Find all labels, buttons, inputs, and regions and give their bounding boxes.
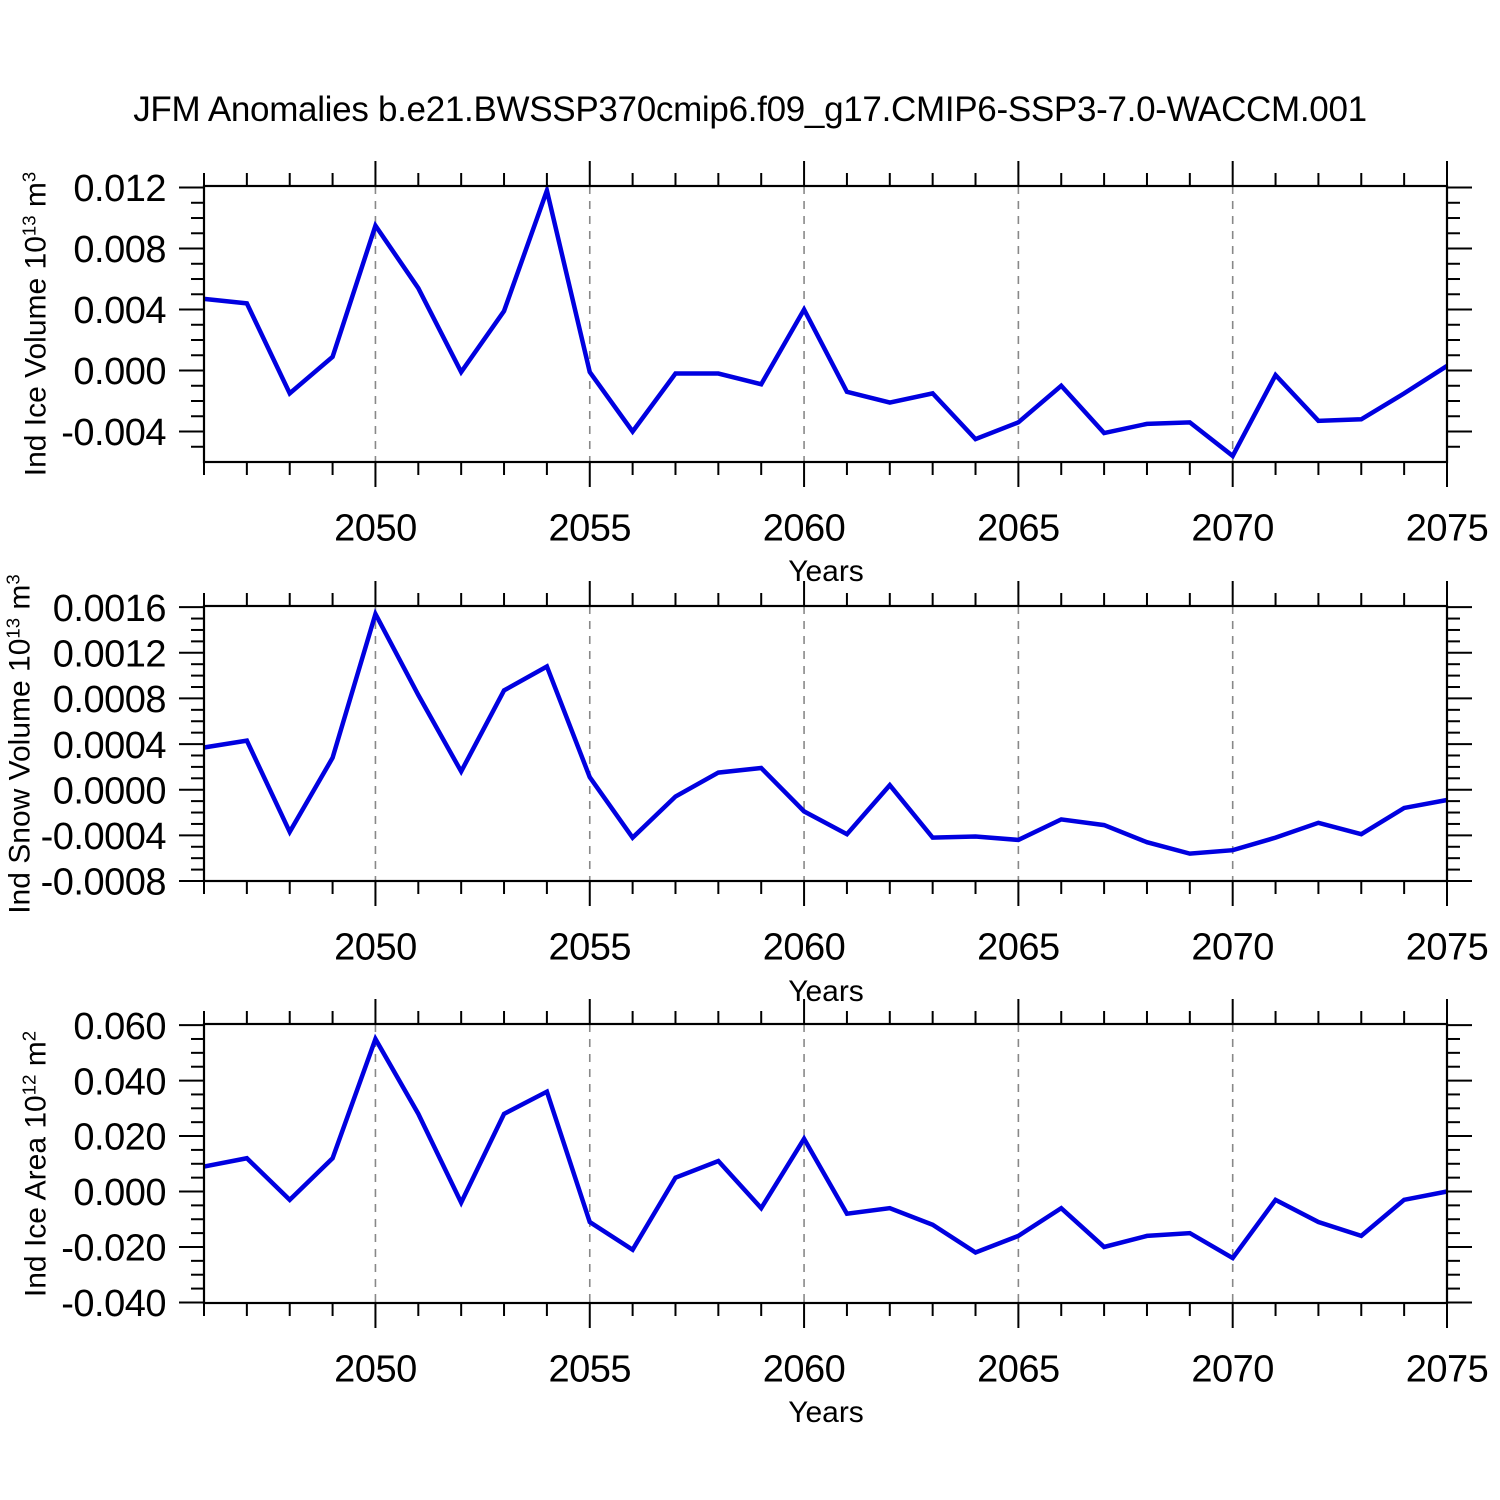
x-tick-label-2050: 2050 [334, 1349, 417, 1391]
x-tick-label-2050: 2050 [334, 927, 417, 969]
y-tick-label: 0.0008 [53, 679, 166, 721]
panel-ind-ice-area: 2050 2055 2060 2065 2070 2075 0.060 0.040 0.020 0… [61, 999, 1489, 1391]
page-title: JFM Anomalies b.e21.BWSSP370cmip6.f09_g1… [133, 90, 1367, 129]
x-axis-title-panel-2: Years [788, 975, 864, 1008]
y-axis-title-snow-volume: Ind Snow Volume 1013 m3 [2, 574, 37, 914]
y-tick-label: 0.0000 [53, 770, 166, 812]
y-axis-title-units: m [19, 182, 53, 216]
y-axis-title-units-exponent: 3 [2, 574, 24, 585]
y-tick-label: 0.020 [73, 1117, 166, 1159]
x-tick-label-2075: 2075 [1406, 927, 1489, 969]
y-tick-label: -0.0004 [41, 816, 167, 858]
y-tick-label: 0.0016 [53, 588, 166, 630]
y-tick-label: 0.060 [73, 1006, 166, 1048]
y-tick-label: 0.0004 [53, 725, 167, 767]
panel-ind-ice-volume: 2050 2055 2060 2065 2070 2075 0.012 0.008 0.004 0… [61, 161, 1489, 550]
y-axis-title-ice-area: Ind Ice Area 1012 m2 [18, 1030, 53, 1298]
data-line-ind-ice-volume [203, 182, 1449, 460]
y-tick-label: -0.040 [61, 1283, 166, 1325]
y-axis-title-units-exponent: 3 [18, 171, 40, 183]
x-tick-label-2065: 2065 [977, 508, 1060, 550]
y-tick-label: 0.008 [73, 229, 166, 271]
x-axis-title-panel-3: Years [788, 1396, 864, 1429]
x-tick-label-2070: 2070 [1191, 1349, 1274, 1391]
y-axis-title-exponent: 12 [18, 1074, 40, 1096]
y-axis-title-text: Ind Ice Volume 10 [19, 236, 53, 477]
panel-ind-snow-volume: 2050 2055 2060 2065 2070 20750.00160.00120.00… [41, 581, 1489, 969]
x-tick-label-2060: 2060 [763, 508, 846, 550]
x-tick-label-2055: 2055 [548, 927, 631, 969]
data-line-ind-ice-area [203, 1033, 1448, 1262]
x-tick-label-2065: 2065 [977, 927, 1060, 969]
y-tick-label: -0.0008 [41, 862, 166, 904]
y-axis-title-text: Ind Snow Volume 10 [3, 638, 37, 914]
y-axis-title-units: m [19, 1041, 53, 1075]
y-tick-label: 0.004 [73, 290, 166, 332]
y-tick-label: 0.000 [73, 1172, 166, 1214]
y-tick-label: 0.040 [73, 1061, 166, 1103]
x-axis-title-panel-1: Years [788, 555, 864, 588]
x-tick-label-2075: 2075 [1406, 1349, 1489, 1391]
x-tick-label-2070: 2070 [1191, 508, 1274, 550]
x-tick-label-2055: 2055 [548, 1349, 631, 1391]
y-tick-label: 0.0012 [53, 633, 166, 675]
data-line-ind-snow-volume [203, 608, 1448, 856]
x-tick-label-2070: 2070 [1191, 927, 1274, 969]
x-tick-label-2060: 2060 [763, 927, 846, 969]
y-axis-title-text: Ind Ice Area 10 [19, 1095, 53, 1298]
y-tick-label: 0.000 [73, 351, 166, 393]
y-axis-title-units-exponent: 2 [18, 1030, 40, 1042]
y-axis-title-exponent: 13 [18, 215, 40, 237]
y-tick-label: 0.012 [73, 168, 166, 210]
x-tick-label-2050: 2050 [334, 508, 417, 550]
x-tick-label-2060: 2060 [763, 1349, 846, 1391]
x-tick-label-2055: 2055 [548, 508, 631, 550]
y-axis-title-exponent: 13 [2, 617, 24, 639]
y-axis-title-units: m [3, 584, 37, 618]
x-tick-label-2065: 2065 [977, 1349, 1060, 1391]
y-tick-label: -0.004 [61, 412, 166, 454]
x-tick-label-2075: 2075 [1406, 508, 1489, 550]
y-axis-title-ice-volume: Ind Ice Volume 1013 m3 [18, 171, 53, 477]
y-tick-label: -0.020 [61, 1228, 166, 1270]
plot-frame [202, 184, 1449, 464]
